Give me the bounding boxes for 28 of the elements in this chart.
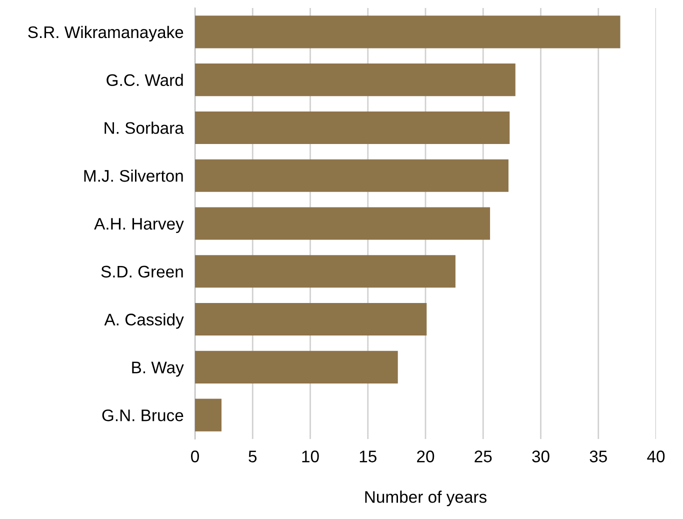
y-tick-label: A. Cassidy (104, 313, 184, 329)
bar (195, 302, 427, 336)
x-tick-label: 40 (647, 450, 665, 462)
y-tick-label: G.N. Bruce (102, 409, 184, 422)
bar (195, 16, 620, 48)
x-tick-label: 35 (590, 450, 607, 462)
bar (195, 255, 456, 288)
bar (195, 159, 508, 192)
x-tick-label: 15 (360, 450, 376, 462)
y-tick-label: A.H. Harvey (94, 218, 184, 233)
y-tick-label: N. Sorbara (104, 122, 184, 134)
y-tick-label: B. Way (132, 362, 184, 377)
bar (195, 350, 398, 384)
x-tick-label: 25 (474, 450, 492, 462)
y-tick-label: S.D. Green (101, 266, 183, 278)
x-tick-label: 10 (302, 450, 319, 462)
x-tick-label: 30 (532, 450, 550, 462)
y-tick-label: G.C. Ward (106, 74, 183, 86)
x-tick-label: 5 (248, 450, 257, 462)
bar (195, 398, 222, 432)
x-tick-label: 20 (417, 450, 434, 462)
x-axis-title: Number of years (365, 490, 486, 506)
bar (195, 207, 490, 240)
x-tick-label: 0 (191, 450, 199, 462)
y-tick-label: S.R. Wikramanayake (28, 26, 184, 42)
y-tick-label: M.J. Silverton (84, 170, 183, 182)
bar (195, 64, 516, 96)
bar (195, 111, 510, 144)
